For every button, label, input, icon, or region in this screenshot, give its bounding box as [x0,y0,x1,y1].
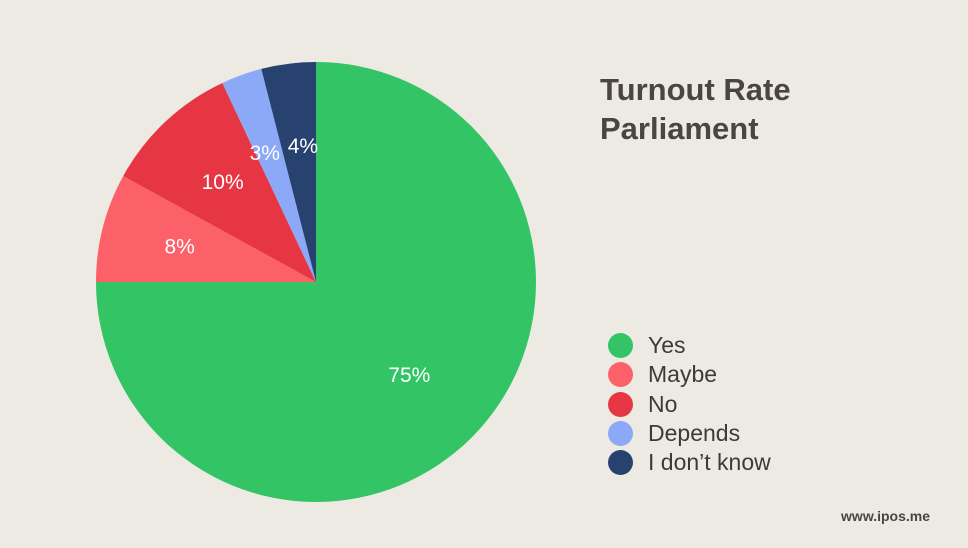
pie-slice-label: 75% [388,364,430,387]
pie-slice-maybe [96,176,316,282]
pie-slice-labels: 75% 8% 10% 3% 4% [164,135,430,387]
pie-slice-i-don-t-know [261,62,316,282]
legend-swatch [608,421,633,447]
legend-swatch [608,391,633,417]
chart-title: Turnout Rate Parliament [600,70,900,148]
pie-slice-label: 3% [250,142,280,165]
legend-item-yes: Yes [608,331,771,360]
legend-item-i-dont-know: I don’t know [608,448,771,477]
legend-item-depends: Depends [608,419,771,448]
legend-item-maybe: Maybe [608,360,771,389]
legend-swatch [608,333,633,359]
legend-swatch [608,362,633,388]
pie-slices [96,62,536,502]
legend-swatch [608,450,633,476]
chart-title-line-2: Parliament [600,111,759,146]
pie-slice-label: 4% [288,135,318,158]
legend-label: Depends [648,420,741,447]
legend-item-no: No [608,390,771,419]
pie-slice-label: 8% [164,235,194,258]
legend-label: Maybe [648,361,718,388]
pie-slice-no [123,82,317,282]
legend: Yes Maybe No Depends I don’t know [608,331,771,477]
watermark: www.ipos.me [841,508,930,524]
chart-title-line-1: Turnout Rate [600,72,791,107]
pie-slice-depends [222,68,316,282]
pie-slice-label: 10% [202,171,244,194]
legend-label: Yes [648,332,686,359]
legend-label: No [648,390,678,417]
legend-label: I don’t know [648,449,771,476]
